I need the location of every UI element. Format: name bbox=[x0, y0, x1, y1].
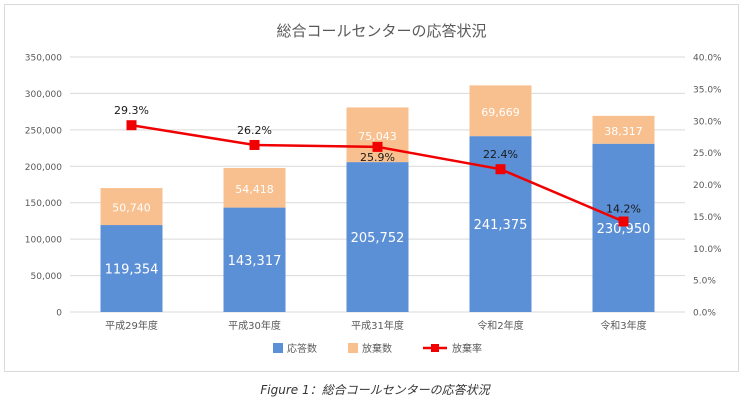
bar-abandoned bbox=[469, 85, 532, 137]
chart-canvas: 総合コールセンターの応答状況 0 50,000 100,000 150,000 200,0… bbox=[25, 22, 722, 355]
y-left-tick-label: 50,000 bbox=[31, 272, 63, 282]
bar-abandoned bbox=[100, 188, 163, 226]
bar-abandoned bbox=[223, 167, 286, 208]
abandon-rate-label: 26.2% bbox=[237, 124, 272, 137]
bar-abandoned bbox=[592, 115, 655, 144]
abandon-rate-label: 14.2% bbox=[606, 202, 641, 215]
legend-swatch bbox=[273, 343, 283, 353]
bar-abandoned-label: 38,317 bbox=[604, 125, 643, 138]
y-right-tick-label: 0.0% bbox=[693, 309, 716, 319]
x-tick-label: 令和2年度 bbox=[477, 319, 523, 332]
y-right-tick-label: 20.0% bbox=[693, 181, 722, 191]
y-right-tick-label: 15.0% bbox=[693, 213, 722, 223]
bar-answered-label: 119,354 bbox=[105, 263, 159, 278]
bar-abandoned-label: 75,043 bbox=[358, 130, 397, 143]
bar-abandoned-label: 69,669 bbox=[481, 106, 520, 119]
bar-answered bbox=[346, 162, 409, 312]
y-right-tick-label: 25.0% bbox=[693, 149, 722, 159]
abandon-rate-marker bbox=[495, 164, 506, 175]
y-left-tick-label: 150,000 bbox=[25, 199, 62, 209]
bar-abandoned-label: 50,740 bbox=[112, 202, 151, 215]
bar-answered-label: 143,317 bbox=[228, 254, 282, 269]
bar-answered-label: 241,375 bbox=[474, 218, 528, 233]
legend-marker bbox=[431, 344, 439, 352]
y-left-tick-label: 350,000 bbox=[25, 54, 62, 64]
y-right-tick-label: 30.0% bbox=[693, 117, 722, 127]
y-left-tick-label: 0 bbox=[56, 309, 62, 319]
bar-answered bbox=[223, 207, 286, 312]
y-right-tick-label: 40.0% bbox=[693, 54, 722, 64]
bar-answered bbox=[592, 143, 655, 312]
abandon-rate-marker bbox=[372, 141, 383, 152]
y-left-tick-label: 100,000 bbox=[25, 236, 62, 246]
abandon-rate-marker bbox=[249, 139, 260, 150]
y-right-tick-label: 35.0% bbox=[693, 85, 722, 95]
y-left-tick-label: 250,000 bbox=[25, 126, 62, 136]
legend-label: 放棄数 bbox=[362, 342, 392, 355]
x-tick-label: 平成30年度 bbox=[228, 319, 281, 332]
x-tick-label: 令和3年度 bbox=[600, 319, 646, 332]
legend-label: 応答数 bbox=[287, 342, 317, 355]
abandon-rate-label: 29.3% bbox=[114, 104, 149, 117]
legend-label: 放棄率 bbox=[452, 342, 482, 355]
x-tick-label: 平成31年度 bbox=[351, 319, 404, 332]
bar-answered-label: 230,950 bbox=[597, 222, 651, 237]
bar-answered bbox=[100, 225, 163, 312]
y-left-tick-label: 300,000 bbox=[25, 90, 62, 100]
abandon-rate-marker bbox=[126, 120, 137, 131]
legend-swatch bbox=[348, 343, 358, 353]
y-left-tick-label: 200,000 bbox=[25, 163, 62, 173]
bar-answered-label: 205,752 bbox=[351, 231, 405, 246]
figure-caption: Figure 1：総合コールセンターの応答状況 bbox=[260, 383, 490, 397]
bar-abandoned bbox=[346, 107, 409, 163]
x-tick-label: 平成29年度 bbox=[105, 319, 158, 332]
y-right-tick-label: 5.0% bbox=[693, 277, 716, 287]
bar-abandoned-label: 54,418 bbox=[235, 183, 274, 196]
y-right-tick-label: 10.0% bbox=[693, 245, 722, 255]
abandon-rate-marker bbox=[618, 216, 629, 227]
abandon-rate-label: 22.4% bbox=[483, 148, 518, 161]
chart-frame: 総合コールセンターの応答状況 0 50,000 100,000 150,000 200,0… bbox=[4, 4, 739, 372]
abandon-rate-label: 25.9% bbox=[360, 151, 395, 164]
chart-title: 総合コールセンターの応答状況 bbox=[276, 22, 486, 40]
